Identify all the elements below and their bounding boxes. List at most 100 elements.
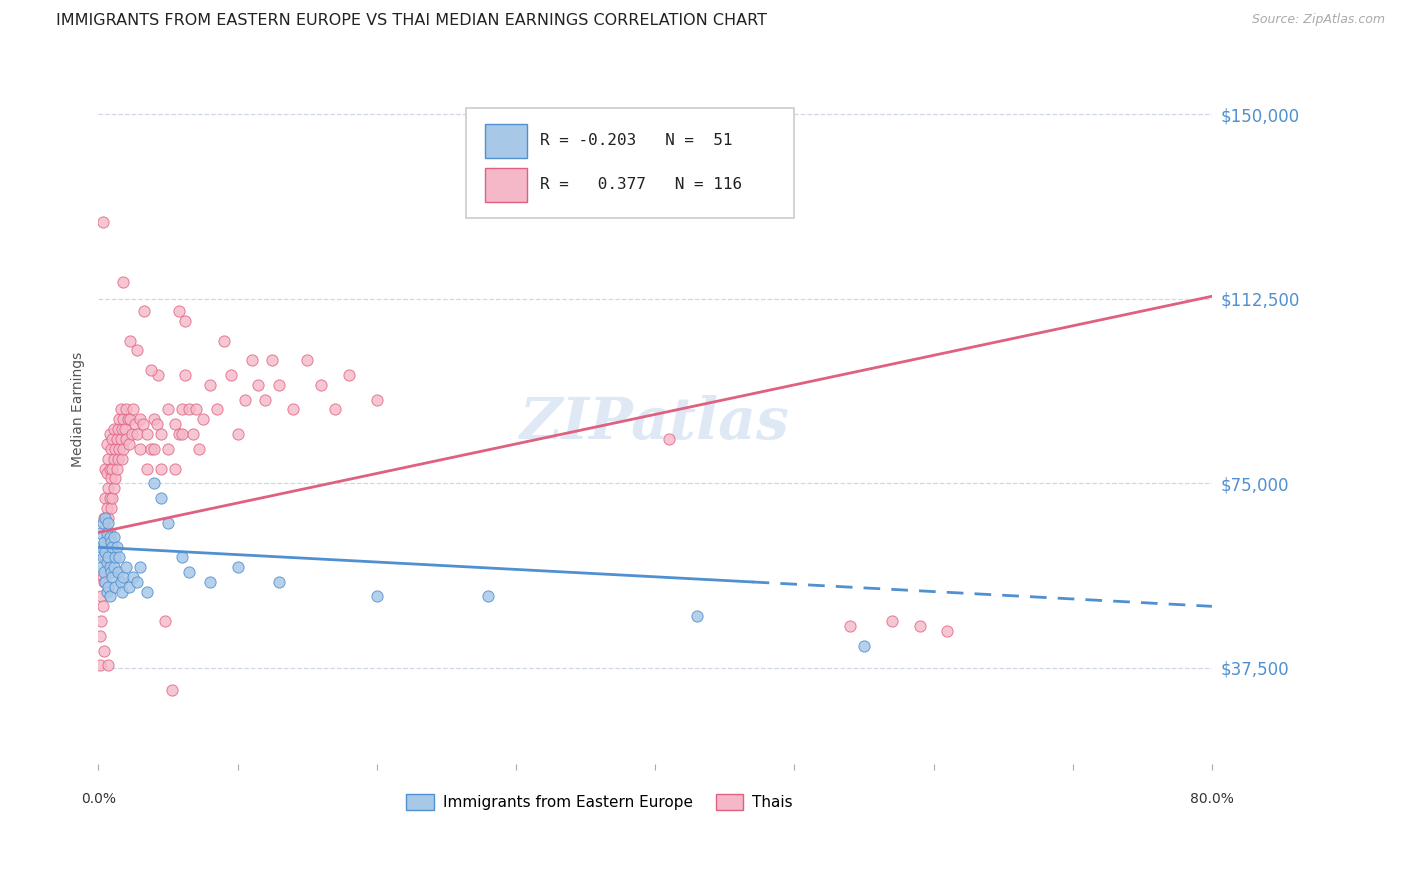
Point	[118, 580, 141, 594]
Point	[143, 412, 166, 426]
Point	[89, 525, 111, 540]
Text: R = -0.203   N =  51: R = -0.203 N = 51	[540, 134, 733, 148]
Point	[94, 574, 117, 589]
Point	[97, 451, 120, 466]
Point	[120, 412, 142, 426]
Point	[107, 565, 129, 579]
Point	[93, 643, 115, 657]
Legend: Immigrants from Eastern Europe, Thais: Immigrants from Eastern Europe, Thais	[399, 789, 799, 816]
Point	[98, 525, 121, 540]
Point	[115, 560, 138, 574]
Point	[150, 491, 173, 505]
Point	[233, 392, 256, 407]
Point	[177, 565, 200, 579]
Point	[101, 541, 124, 555]
Point	[112, 570, 135, 584]
Point	[173, 368, 195, 382]
Point	[100, 500, 122, 515]
Point	[127, 427, 149, 442]
Point	[181, 427, 204, 442]
Point	[167, 304, 190, 318]
Text: R =   0.377   N = 116: R = 0.377 N = 116	[540, 178, 742, 193]
Point	[100, 565, 122, 579]
Point	[115, 402, 138, 417]
Point	[110, 402, 132, 417]
Point	[141, 442, 163, 456]
Point	[366, 392, 388, 407]
Point	[143, 476, 166, 491]
Point	[134, 304, 156, 318]
Point	[852, 639, 875, 653]
Point	[111, 451, 134, 466]
Point	[127, 574, 149, 589]
Point	[477, 590, 499, 604]
Point	[908, 619, 931, 633]
Point	[105, 432, 128, 446]
Point	[96, 555, 118, 569]
Point	[141, 363, 163, 377]
Point	[94, 461, 117, 475]
Point	[114, 422, 136, 436]
Point	[173, 314, 195, 328]
Point	[136, 427, 159, 442]
Point	[117, 412, 139, 426]
Point	[198, 574, 221, 589]
Point	[686, 609, 709, 624]
Point	[94, 550, 117, 565]
Point	[184, 402, 207, 417]
Point	[93, 510, 115, 524]
Point	[148, 368, 170, 382]
Point	[110, 574, 132, 589]
Point	[94, 491, 117, 505]
Point	[163, 461, 186, 475]
Point	[97, 550, 120, 565]
Point	[110, 432, 132, 446]
Point	[150, 427, 173, 442]
Point	[101, 491, 124, 505]
Point	[254, 392, 277, 407]
Point	[105, 461, 128, 475]
Point	[191, 412, 214, 426]
FancyBboxPatch shape	[485, 168, 527, 202]
Point	[100, 471, 122, 485]
Point	[212, 334, 235, 348]
Point	[323, 402, 346, 417]
Point	[111, 584, 134, 599]
Point	[105, 541, 128, 555]
Point	[269, 377, 291, 392]
Point	[136, 584, 159, 599]
Point	[104, 442, 127, 456]
Point	[157, 402, 180, 417]
Point	[93, 565, 115, 579]
Point	[219, 368, 242, 382]
Point	[880, 614, 903, 628]
FancyBboxPatch shape	[465, 108, 794, 219]
Point	[283, 402, 305, 417]
Point	[104, 550, 127, 565]
Text: 80.0%: 80.0%	[1189, 792, 1234, 806]
Point	[103, 451, 125, 466]
Point	[157, 516, 180, 530]
Y-axis label: Median Earnings: Median Earnings	[72, 351, 86, 467]
Point	[143, 442, 166, 456]
Point	[111, 422, 134, 436]
Point	[91, 541, 114, 555]
Point	[101, 461, 124, 475]
Point	[97, 481, 120, 495]
Point	[96, 525, 118, 540]
Point	[97, 550, 120, 565]
Point	[100, 442, 122, 456]
Point	[150, 461, 173, 475]
Point	[187, 442, 209, 456]
Point	[89, 658, 111, 673]
Point	[96, 467, 118, 481]
Point	[262, 353, 284, 368]
Point	[103, 560, 125, 574]
Point	[103, 422, 125, 436]
Point	[127, 343, 149, 358]
Point	[101, 570, 124, 584]
Point	[132, 417, 155, 432]
Point	[98, 491, 121, 505]
Point	[94, 510, 117, 524]
Point	[100, 535, 122, 549]
